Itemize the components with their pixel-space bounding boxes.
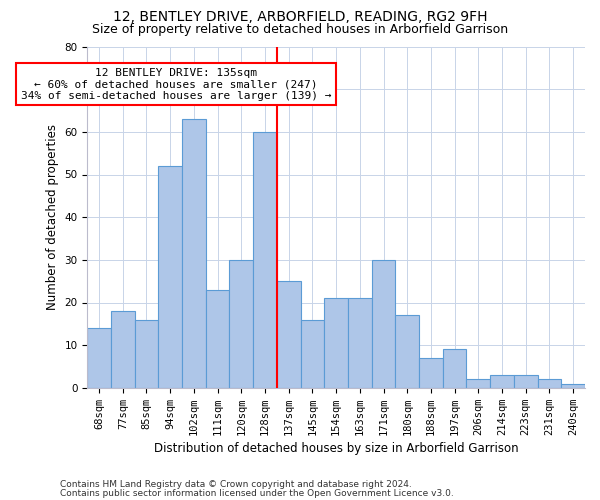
Bar [466,380,490,388]
Bar [301,320,324,388]
Text: Size of property relative to detached houses in Arborfield Garrison: Size of property relative to detached ho… [92,22,508,36]
Bar [182,119,206,388]
Text: Contains HM Land Registry data © Crown copyright and database right 2024.: Contains HM Land Registry data © Crown c… [60,480,412,489]
Bar [253,132,277,388]
Bar [538,380,561,388]
Bar [395,316,419,388]
Bar [158,166,182,388]
Bar [87,328,111,388]
Bar [443,350,466,388]
Text: Contains public sector information licensed under the Open Government Licence v3: Contains public sector information licen… [60,488,454,498]
Bar [277,281,301,388]
Bar [371,260,395,388]
Text: 12, BENTLEY DRIVE, ARBORFIELD, READING, RG2 9FH: 12, BENTLEY DRIVE, ARBORFIELD, READING, … [113,10,487,24]
Bar [419,358,443,388]
Bar [206,290,229,388]
Bar [490,375,514,388]
Bar [111,311,134,388]
Bar [229,260,253,388]
Bar [348,298,371,388]
Bar [561,384,585,388]
Bar [514,375,538,388]
Bar [324,298,348,388]
Y-axis label: Number of detached properties: Number of detached properties [46,124,59,310]
Bar [134,320,158,388]
X-axis label: Distribution of detached houses by size in Arborfield Garrison: Distribution of detached houses by size … [154,442,518,455]
Text: 12 BENTLEY DRIVE: 135sqm
← 60% of detached houses are smaller (247)
34% of semi-: 12 BENTLEY DRIVE: 135sqm ← 60% of detach… [21,68,331,101]
